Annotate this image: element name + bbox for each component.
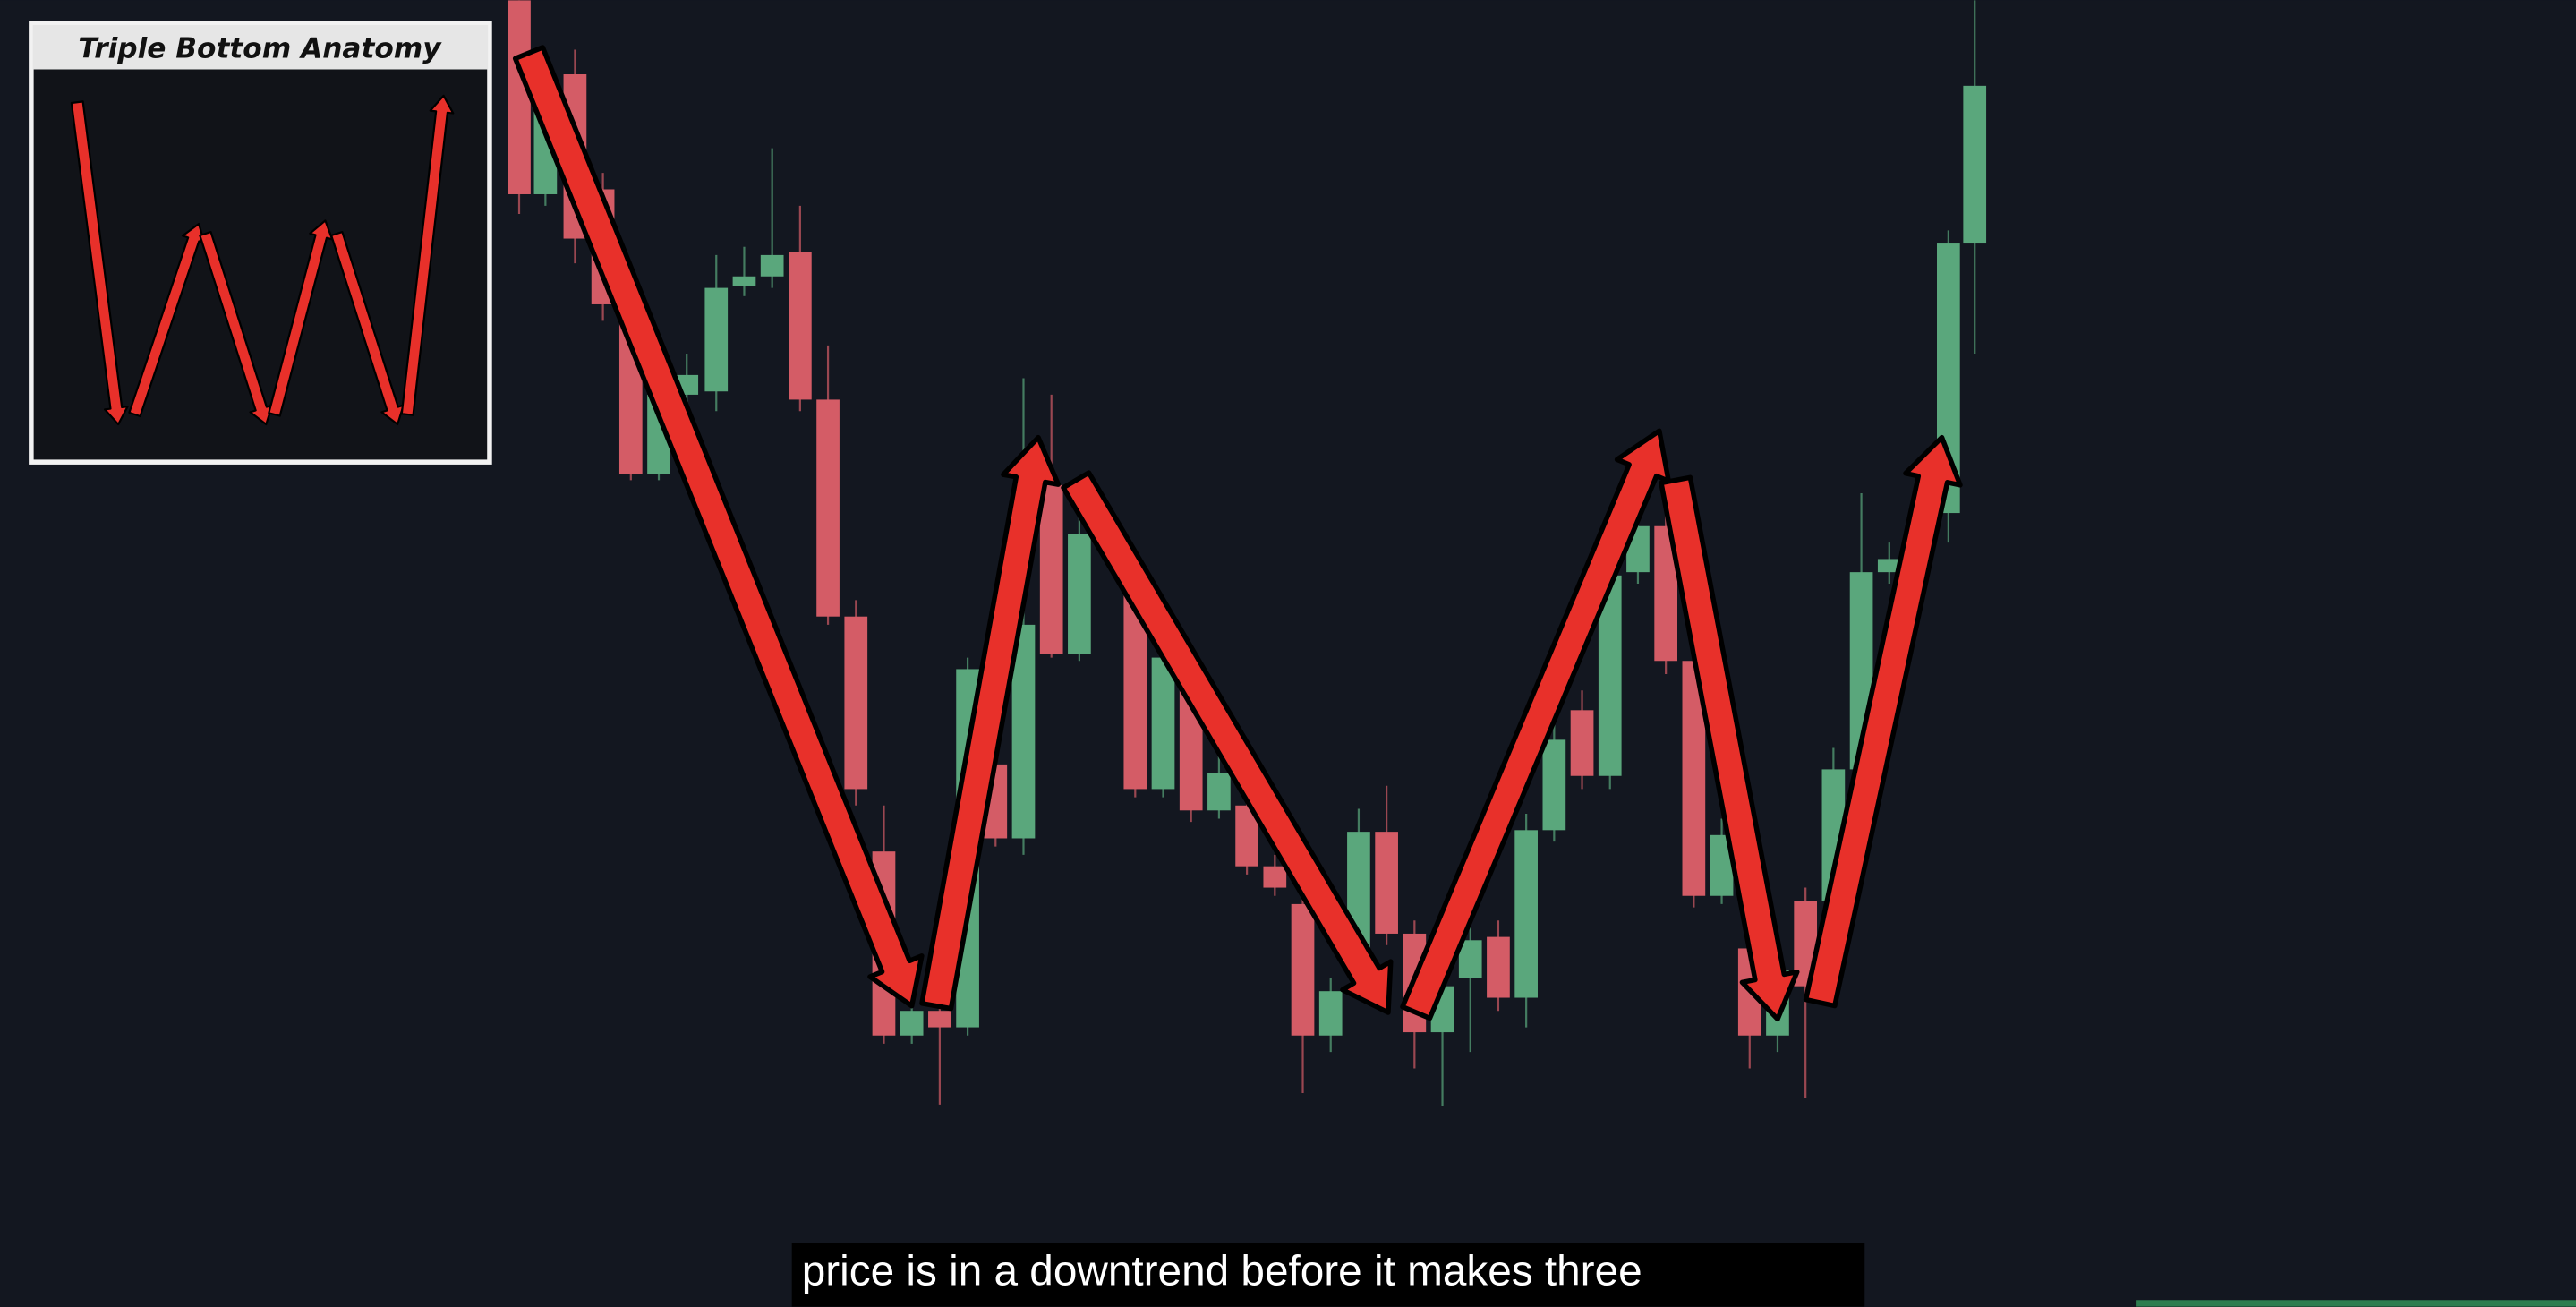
inset-arrows [70,94,455,426]
inset: Triple Bottom Anatomy [29,21,492,465]
arrow [268,219,334,417]
candle-body [732,276,756,286]
candle-body [1542,739,1566,831]
candle-body [704,287,729,392]
candle-body [1039,484,1063,654]
arrow [919,434,1062,1012]
candle-body [1151,657,1175,790]
candle-body [816,399,840,617]
candle-body [1375,832,1398,934]
arrow [199,230,274,426]
candle-body [1207,773,1231,811]
inset-title-bar [32,24,489,70]
arrow [1803,434,1963,1009]
progress-bar [2136,1300,2576,1307]
arrow [1400,428,1671,1021]
arrow [512,45,925,1009]
arrow [1061,470,1394,1015]
candle-body [1487,936,1510,998]
candle-body [844,616,868,790]
arrow [70,100,129,426]
candle-body [1514,830,1538,998]
candle-body [1068,534,1091,654]
candle-body [1263,866,1287,888]
candle-body [760,254,784,277]
caption-box [791,1243,1865,1307]
candle-body [1877,559,1901,573]
candle-body [1570,710,1594,776]
arrow [400,94,455,416]
trend-arrows [512,45,1963,1022]
candle-body [900,1011,924,1036]
candle-body [928,1011,951,1028]
arrow [1659,474,1800,1022]
candle-body [1291,903,1315,1036]
candle-body [1458,940,1482,978]
caption: price is in a downtrend before it makes … [802,1247,1642,1294]
candle-body [508,0,531,194]
candle-body [1318,991,1343,1036]
candle-body [1963,85,1987,244]
arrow [128,222,206,418]
arrow [330,230,405,426]
inset-title: Triple Bottom Anatomy [78,33,442,65]
candle-body [789,252,812,400]
